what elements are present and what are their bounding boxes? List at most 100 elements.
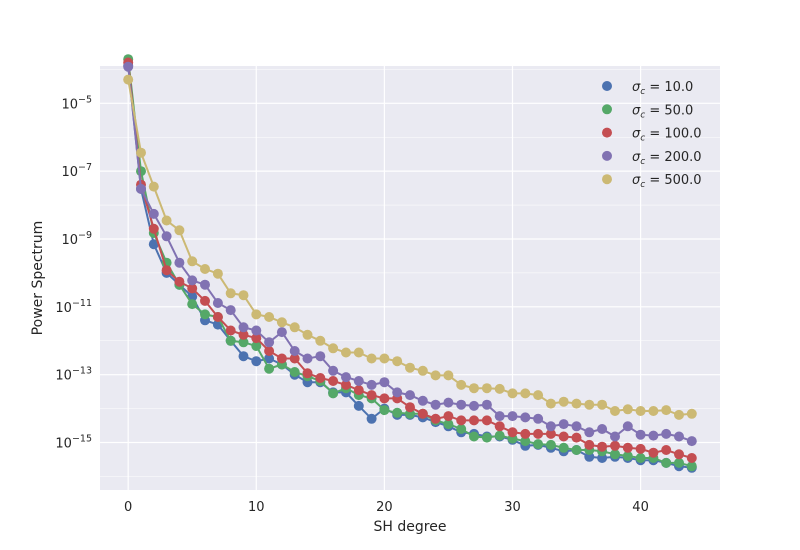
y-tick-base: 10 xyxy=(61,97,78,112)
y-tick-label: 10−7 xyxy=(61,162,92,180)
data-point xyxy=(200,264,210,274)
data-point xyxy=(597,399,608,410)
data-point xyxy=(648,447,659,458)
data-point xyxy=(417,365,428,376)
series-3 xyxy=(123,61,697,447)
data-point xyxy=(610,440,620,451)
data-point xyxy=(289,346,300,356)
y-tick-label: 10−15 xyxy=(55,434,92,452)
data-point xyxy=(341,379,351,390)
legend-subscript: c xyxy=(640,87,645,97)
data-point xyxy=(622,421,633,432)
data-point xyxy=(584,399,595,410)
x-tick-label: 30 xyxy=(504,500,521,515)
data-point xyxy=(238,290,249,301)
legend-subscript: c xyxy=(640,134,645,144)
data-point xyxy=(392,387,403,398)
y-tick-label: 10−11 xyxy=(55,298,92,316)
data-point xyxy=(443,419,454,430)
legend-value: = 200.0 xyxy=(645,150,701,165)
data-point xyxy=(238,322,249,333)
data-point xyxy=(264,346,275,356)
data-point xyxy=(353,400,364,411)
data-point xyxy=(276,327,287,338)
x-axis-label: SH degree xyxy=(374,519,447,535)
legend-value: = 50.0 xyxy=(645,103,693,118)
data-point xyxy=(238,351,249,362)
data-point xyxy=(610,406,620,416)
legend-value: = 100.0 xyxy=(645,127,701,142)
data-point xyxy=(264,353,275,364)
data-point xyxy=(661,428,672,439)
legend-label: σc = 100.0 xyxy=(632,127,702,144)
data-point xyxy=(366,379,377,390)
data-point xyxy=(674,409,684,420)
legend-sigma: σ xyxy=(632,173,641,188)
data-point xyxy=(225,325,236,336)
data-point xyxy=(456,424,467,434)
data-point xyxy=(341,347,351,358)
legend: σc = 10.0σc = 50.0σc = 100.0σc = 200.0σc… xyxy=(602,80,702,190)
legend-subscript: c xyxy=(640,157,645,167)
data-point xyxy=(264,312,275,322)
data-point xyxy=(558,442,569,453)
data-point xyxy=(251,341,262,351)
data-point xyxy=(469,400,479,411)
data-point xyxy=(212,298,223,308)
data-point xyxy=(494,411,505,422)
data-point xyxy=(661,405,672,416)
data-point xyxy=(558,431,569,442)
data-point xyxy=(315,373,326,383)
data-point xyxy=(200,279,210,290)
y-tick-base: 10 xyxy=(55,437,72,452)
data-point xyxy=(123,61,134,72)
legend-label: σc = 50.0 xyxy=(632,103,693,120)
data-point xyxy=(379,405,390,416)
data-point xyxy=(379,393,390,404)
data-point xyxy=(161,231,172,242)
x-tick-label: 40 xyxy=(632,500,649,515)
data-point xyxy=(571,445,582,455)
data-point xyxy=(533,428,544,439)
data-point xyxy=(481,383,492,394)
data-point xyxy=(545,398,556,409)
data-point xyxy=(443,411,454,422)
data-point xyxy=(405,362,415,373)
legend-value: = 500.0 xyxy=(645,173,701,188)
series-2 xyxy=(123,57,697,463)
data-point xyxy=(545,428,556,439)
data-point xyxy=(610,449,620,460)
data-point xyxy=(494,430,505,441)
data-point xyxy=(571,421,582,432)
data-point xyxy=(174,225,185,236)
data-point xyxy=(635,443,646,454)
data-point xyxy=(328,388,339,399)
legend-value: = 10.0 xyxy=(645,80,693,95)
data-point xyxy=(430,370,441,381)
data-point xyxy=(686,408,697,419)
data-point xyxy=(366,413,377,424)
data-point xyxy=(187,299,198,310)
data-point xyxy=(200,295,210,306)
data-point xyxy=(405,402,415,413)
data-point xyxy=(635,453,646,463)
data-point xyxy=(251,325,262,336)
data-point xyxy=(417,395,428,406)
data-point xyxy=(328,365,339,376)
data-point xyxy=(251,333,262,344)
data-point xyxy=(520,428,531,439)
data-point xyxy=(353,347,364,358)
legend-subscript: c xyxy=(640,180,645,190)
data-point xyxy=(136,147,146,158)
data-point xyxy=(174,257,185,268)
y-axis-label: Power Spectrum xyxy=(30,221,46,336)
data-point xyxy=(507,427,518,438)
data-point xyxy=(622,404,633,415)
data-point xyxy=(148,223,159,234)
legend-label: σc = 10.0 xyxy=(632,80,693,97)
data-point xyxy=(635,406,646,416)
data-point xyxy=(200,309,210,320)
data-point xyxy=(392,407,403,418)
data-point xyxy=(430,413,441,424)
